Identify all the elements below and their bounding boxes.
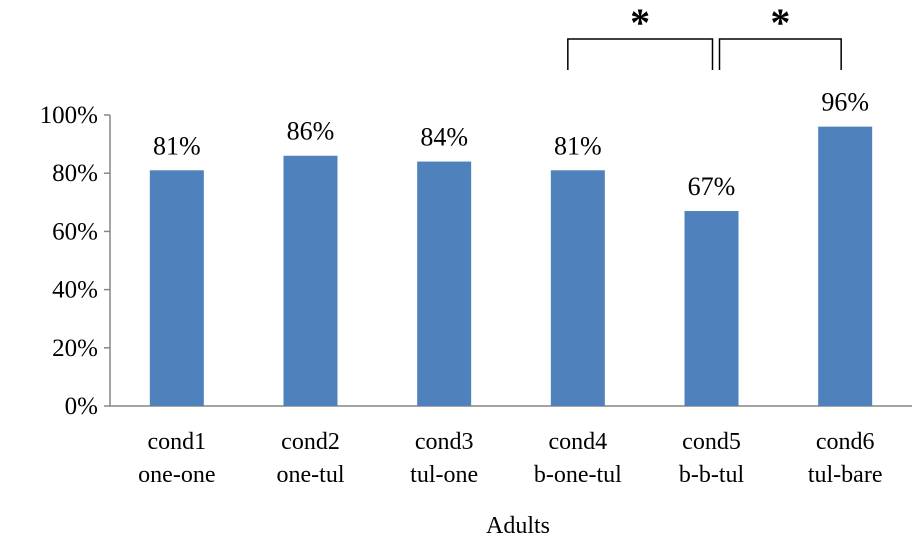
- bar: [283, 155, 338, 406]
- significance-bracket: [567, 38, 714, 70]
- x-tick-label: one-tul: [277, 462, 345, 488]
- data-label: 84%: [420, 123, 468, 152]
- x-tick-label: cond4: [549, 429, 608, 455]
- y-tick-label: 80%: [52, 160, 98, 187]
- significance-star: *: [770, 0, 790, 45]
- x-tick-label: one-one: [138, 462, 215, 488]
- bar: [417, 161, 472, 406]
- x-tick-label: tul-one: [410, 462, 478, 488]
- y-tick-label: 60%: [52, 218, 98, 245]
- data-labels: 81% 86% 84% 81% 67% 96%: [153, 88, 869, 201]
- x-tick-label: cond5: [682, 429, 741, 455]
- data-label: 96%: [821, 88, 869, 117]
- data-label: 81%: [554, 131, 602, 160]
- x-tick-label: b-one-tul: [534, 462, 622, 488]
- significance-bracket: [718, 38, 842, 70]
- y-tick-label: 40%: [52, 277, 98, 304]
- significance-brackets: * *: [567, 0, 842, 70]
- bar: [550, 170, 605, 406]
- y-axis: 0% 20% 40% 60% 80% 100%: [40, 102, 110, 420]
- x-axis: cond1 one-one cond2 one-tul cond3 tul-one cond…: [138, 429, 882, 488]
- x-tick-label: cond6: [816, 429, 875, 455]
- x-tick-label: b-b-tul: [679, 462, 745, 488]
- y-tick-label: 0%: [65, 393, 98, 420]
- x-axis-title: Adults: [486, 513, 550, 539]
- data-label: 81%: [153, 131, 201, 160]
- data-label: 86%: [287, 117, 335, 146]
- bar: [818, 126, 873, 406]
- x-tick-label: cond3: [415, 429, 474, 455]
- y-tick-label: 20%: [52, 335, 98, 362]
- x-tick-label: cond1: [148, 429, 207, 455]
- y-tick-label: 100%: [40, 102, 98, 129]
- bar: [684, 211, 739, 406]
- data-label: 67%: [688, 172, 736, 201]
- bar: [149, 170, 204, 406]
- bars: [149, 126, 873, 406]
- x-tick-label: cond2: [281, 429, 340, 455]
- significance-star: *: [630, 0, 650, 45]
- x-tick-label: tul-bare: [808, 462, 883, 488]
